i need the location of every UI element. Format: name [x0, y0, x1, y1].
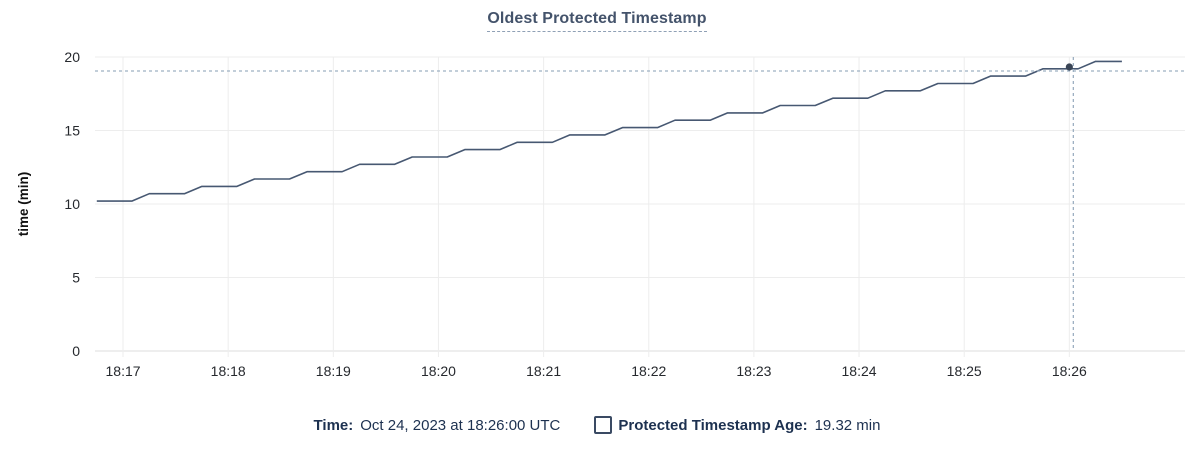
chart-title-row: Oldest Protected Timestamp [0, 10, 1194, 32]
x-tick-label: 18:21 [526, 363, 561, 379]
legend-time-group: Time: Oct 24, 2023 at 18:26:00 UTC [314, 417, 561, 434]
y-tick-label: 5 [72, 270, 80, 286]
legend: Time: Oct 24, 2023 at 18:26:00 UTC Prote… [0, 416, 1194, 434]
y-axis-label: time (min) [16, 172, 31, 237]
legend-series-value: 19.32 min [814, 416, 881, 434]
x-tick-label: 18:26 [1052, 363, 1087, 379]
legend-series-group: Protected Timestamp Age: 19.32 min [594, 416, 880, 434]
legend-time-value: Oct 24, 2023 at 18:26:00 UTC [360, 416, 561, 434]
x-tick-label: 18:25 [947, 363, 982, 379]
hover-point [1065, 63, 1073, 71]
x-tick-label: 18:24 [842, 363, 877, 379]
y-tick-label: 0 [72, 343, 80, 359]
x-tick-label: 18:23 [736, 363, 771, 379]
x-tick-label: 18:22 [631, 363, 666, 379]
x-tick-label: 18:19 [316, 363, 351, 379]
plot-area[interactable] [95, 57, 1185, 351]
series-line [96, 60, 1122, 202]
chart-title[interactable]: Oldest Protected Timestamp [487, 10, 707, 32]
legend-series-label: Protected Timestamp Age: [618, 416, 808, 434]
y-tick-label: 20 [64, 49, 80, 65]
x-tick-label: 18:17 [106, 363, 141, 379]
x-tick-label: 18:18 [211, 363, 246, 379]
y-tick-label: 10 [64, 196, 80, 212]
y-tick-label: 15 [64, 123, 80, 139]
chart-canvas[interactable]: 0 5 10 15 20 18:17 18:18 18:19 18:20 18:21 18:22 18… [0, 0, 1194, 400]
unchecked-square-icon[interactable] [594, 416, 613, 434]
x-tick-label: 18:20 [421, 363, 456, 379]
legend-time-label: Time: [313, 416, 354, 434]
